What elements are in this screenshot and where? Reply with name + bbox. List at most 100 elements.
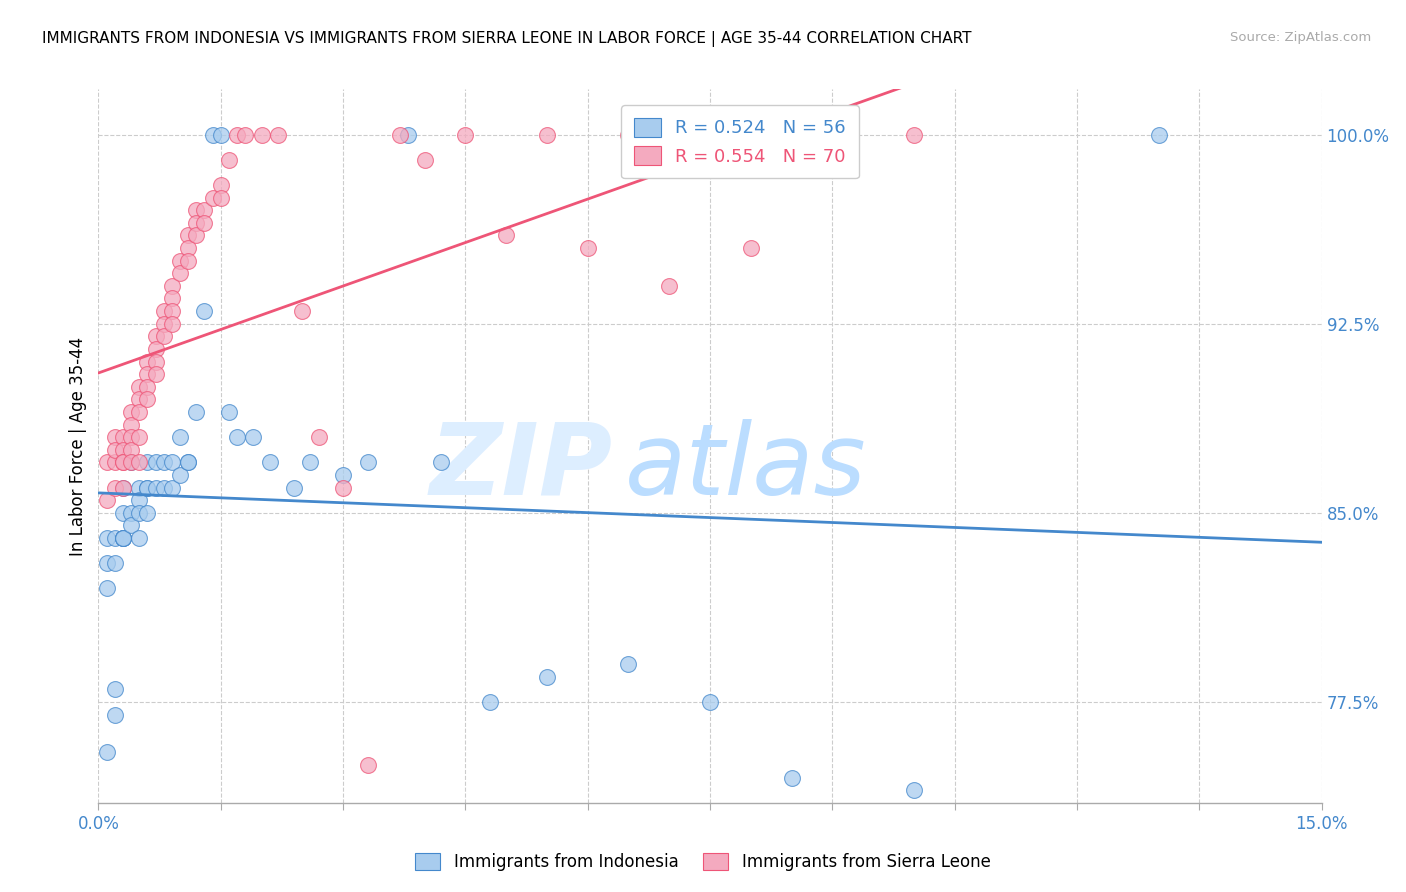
Point [104,556,127,570]
Point [145,329,167,343]
Point [332,481,354,495]
Point [903,128,925,142]
Point [209,191,232,205]
Point [120,405,142,419]
Point [226,128,249,142]
Point [186,228,208,243]
Point [160,304,183,318]
Point [145,481,167,495]
Point [111,531,134,545]
Point [136,380,159,394]
Point [308,430,330,444]
Point [332,468,354,483]
Point [111,455,134,469]
Y-axis label: In Labor Force | Age 35-44: In Labor Force | Age 35-44 [69,336,87,556]
Text: IMMIGRANTS FROM INDONESIA VS IMMIGRANTS FROM SIERRA LEONE IN LABOR FORCE | AGE 3: IMMIGRANTS FROM INDONESIA VS IMMIGRANTS … [42,31,972,47]
Point [169,430,191,444]
Point [218,405,240,419]
Point [233,128,256,142]
Point [145,342,167,356]
Point [145,367,167,381]
Point [536,670,558,684]
Point [209,178,232,192]
Point [120,518,142,533]
Point [120,455,142,469]
Legend: R = 0.524   N = 56, R = 0.554   N = 70: R = 0.524 N = 56, R = 0.554 N = 70 [621,105,859,178]
Point [96,582,118,596]
Legend: Immigrants from Indonesia, Immigrants from Sierra Leone: Immigrants from Indonesia, Immigrants fr… [406,845,1000,880]
Point [1147,128,1170,142]
Point [454,128,477,142]
Point [111,455,134,469]
Point [111,531,134,545]
Point [111,442,134,457]
Point [136,455,159,469]
Point [96,493,118,508]
Point [120,417,142,432]
Point [169,468,191,483]
Point [396,128,419,142]
Point [145,455,167,469]
Point [104,707,127,722]
Point [740,241,762,255]
Point [96,745,118,759]
Point [389,128,412,142]
Point [96,556,118,570]
Point [120,506,142,520]
Point [104,481,127,495]
Point [177,253,200,268]
Point [120,442,142,457]
Text: atlas: atlas [624,419,866,516]
Point [267,128,290,142]
Point [152,481,174,495]
Point [186,405,208,419]
Point [128,506,150,520]
Point [128,380,150,394]
Point [242,430,264,444]
Point [152,455,174,469]
Point [136,354,159,368]
Point [96,531,118,545]
Point [152,317,174,331]
Point [821,128,844,142]
Text: ZIP: ZIP [429,419,612,516]
Point [152,304,174,318]
Point [177,455,200,469]
Point [283,481,305,495]
Point [104,682,127,697]
Point [478,695,501,709]
Point [111,481,134,495]
Point [128,430,150,444]
Point [250,128,273,142]
Point [111,506,134,520]
Point [699,128,721,142]
Point [193,304,215,318]
Point [201,191,224,205]
Point [120,455,142,469]
Point [160,455,183,469]
Point [356,758,378,772]
Point [193,203,215,218]
Text: Source: ZipAtlas.com: Source: ZipAtlas.com [1230,31,1371,45]
Point [160,481,183,495]
Point [136,392,159,407]
Point [259,455,281,469]
Point [136,367,159,381]
Point [291,304,314,318]
Point [104,455,127,469]
Point [136,481,159,495]
Point [356,455,378,469]
Point [136,506,159,520]
Point [128,405,150,419]
Point [128,481,150,495]
Point [177,455,200,469]
Point [658,278,681,293]
Point [169,266,191,280]
Point [576,241,599,255]
Point [903,783,925,797]
Point [218,153,240,167]
Point [226,430,249,444]
Point [430,455,453,469]
Point [209,128,232,142]
Point [111,430,134,444]
